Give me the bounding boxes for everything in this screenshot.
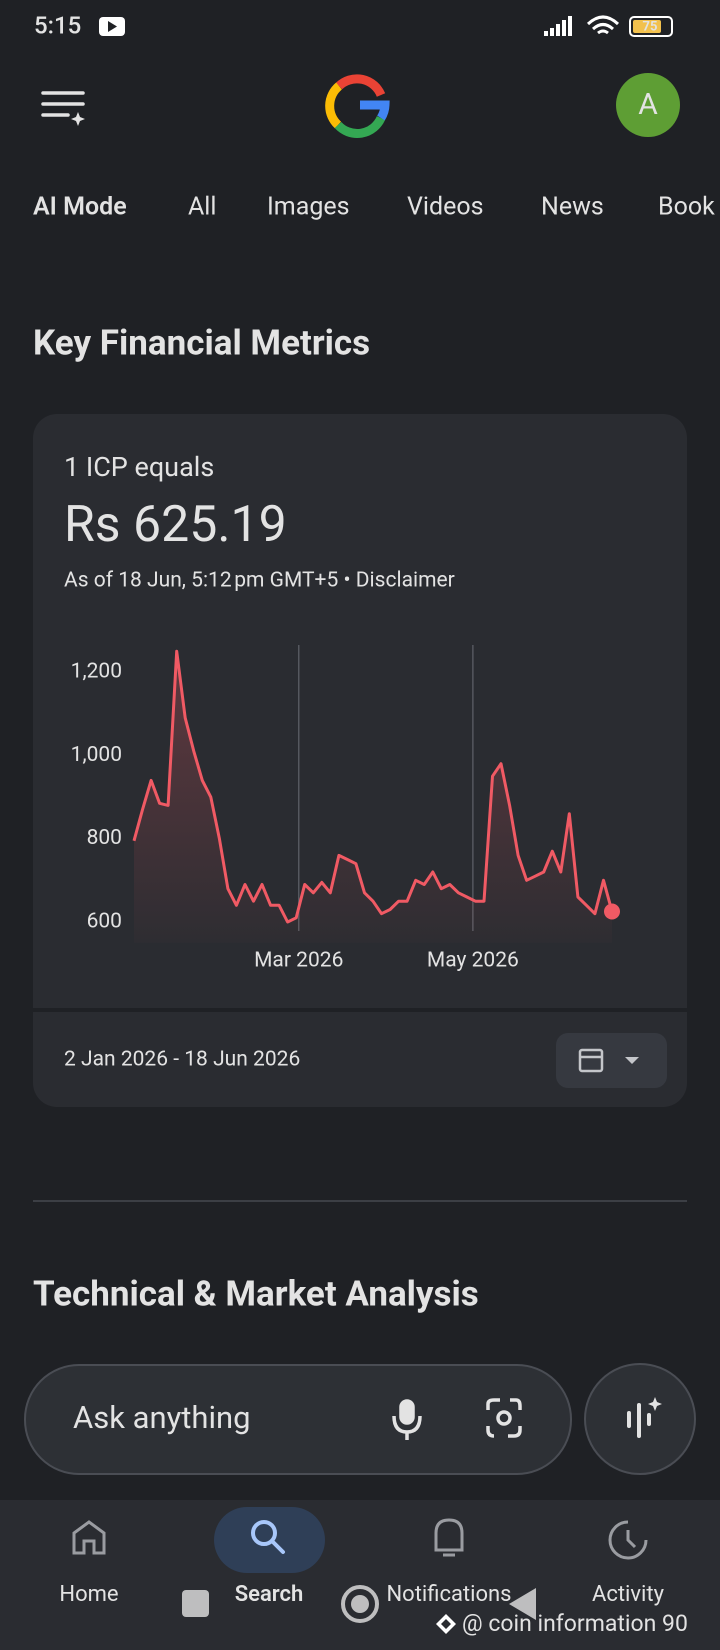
menu-icon[interactable]	[41, 91, 85, 117]
battery-icon	[629, 16, 673, 37]
y-tick-label: 1,000	[71, 743, 122, 767]
mic-icon[interactable]	[392, 1399, 422, 1440]
watermark: @ coin information 90	[462, 1610, 688, 1637]
search-bar[interactable]	[24, 1364, 572, 1475]
card-divider	[33, 1008, 687, 1012]
active-pill	[214, 1507, 325, 1573]
y-tick-label: 800	[87, 826, 122, 850]
nav-label[interactable]: Activity	[592, 1582, 665, 1607]
tab[interactable]: AI Mode	[33, 193, 127, 222]
avatar-letter: A	[638, 87, 658, 122]
price-line	[132, 649, 614, 924]
search-icon[interactable]	[251, 1520, 285, 1554]
tab[interactable]: Videos	[407, 193, 484, 222]
section-title: Key Financial Metrics	[33, 322, 370, 363]
nav-label[interactable]: Home	[59, 1582, 118, 1607]
last-point	[604, 903, 620, 920]
section-title: Technical & Market Analysis	[33, 1273, 479, 1314]
nav-labels: Home Search Notifications Activity	[59, 1582, 664, 1607]
tabs: AI Mode All Images Videos News Book	[33, 193, 715, 222]
battery-text: 75	[643, 19, 658, 34]
status-time: 5:15	[34, 11, 81, 39]
as-of: As of 18 Jun, 5:12 pm GMT+5 • Disclaimer	[64, 569, 455, 593]
nav-label[interactable]: Notifications	[386, 1582, 511, 1607]
chart: 600 800 1,000 1,200 Mar 2026 May 2026	[71, 645, 620, 973]
signal-icon	[544, 16, 572, 36]
google-logo[interactable]	[325, 74, 390, 138]
voice-icon	[627, 1403, 651, 1438]
wifi-icon	[586, 15, 620, 35]
home-button[interactable]	[341, 1585, 379, 1623]
avatar[interactable]	[616, 73, 680, 137]
notifications-icon[interactable]	[434, 1518, 464, 1557]
dropdown-arrow	[625, 1057, 639, 1064]
x-tick-label: May 2026	[427, 949, 519, 973]
x-tick-label: Mar 2026	[254, 949, 343, 973]
sparkle-icon	[648, 1397, 662, 1411]
date-picker-button[interactable]	[556, 1033, 667, 1088]
y-tick-label: 1,200	[71, 660, 122, 684]
home-icon[interactable]	[72, 1520, 106, 1555]
back-button[interactable]	[509, 1588, 536, 1620]
tab[interactable]: Images	[267, 193, 350, 222]
nav-label[interactable]: Search	[235, 1582, 304, 1607]
lens-icon[interactable]	[486, 1398, 522, 1438]
search-placeholder: Ask anything	[73, 1399, 251, 1436]
watermark-logo	[436, 1614, 456, 1634]
recents-button[interactable]	[182, 1590, 209, 1617]
area	[134, 651, 612, 943]
activity-icon[interactable]	[608, 1520, 648, 1560]
home-button-dot	[351, 1595, 369, 1613]
youtube-play	[108, 21, 117, 32]
tab[interactable]: Book	[658, 193, 715, 222]
y-tick-label: 600	[87, 910, 122, 934]
card-heading: 1 ICP equals	[64, 451, 214, 483]
tab[interactable]: News	[541, 193, 604, 222]
battery-level	[633, 20, 661, 33]
date-range: 2 Jan 2026 - 18 Jun 2026	[64, 1048, 300, 1072]
price: Rs 625.19	[64, 496, 287, 554]
tab[interactable]: All	[188, 193, 216, 222]
sparkle-icon	[71, 112, 85, 126]
calendar-icon	[578, 1048, 604, 1073]
bottom-nav	[0, 1500, 720, 1650]
